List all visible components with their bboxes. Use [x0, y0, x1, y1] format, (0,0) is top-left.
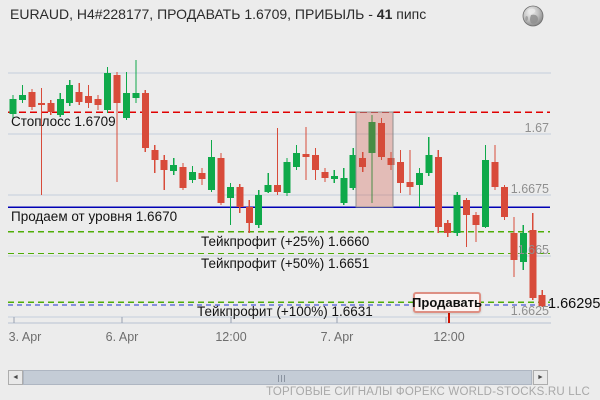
tp25-line-label: Тейкпрофит (+25%) 1.6660 — [201, 234, 370, 249]
scroll-left-arrow-icon: ◄ — [12, 374, 19, 381]
y-tick-1-67: 1.67 — [524, 121, 549, 135]
x-tick-7-apr: 7. Apr — [320, 330, 354, 344]
y-tick-1-6625: 1.6625 — [510, 304, 549, 318]
x-tick-3-apr: 3. Apr — [8, 330, 42, 344]
y-tick-1-665: 1.665 — [517, 243, 549, 257]
scroll-right-button[interactable]: ► — [533, 370, 548, 385]
x-tick-1200-b: 12:00 — [433, 330, 465, 344]
x-tick-1200-a: 12:00 — [215, 330, 247, 344]
tp100-line-label: Тейкпрофит (+100%) 1.6631 — [197, 304, 373, 319]
profit-value: 41 — [376, 6, 393, 22]
y-tick-1-6675: 1.6675 — [510, 182, 549, 196]
stoploss-line-label: Стоплосс 1.6709 — [11, 114, 116, 129]
x-tick-6-apr: 6. Apr — [105, 330, 139, 344]
globe-icon — [521, 4, 545, 28]
tp50-line-label: Тейкпрофит (+50%) 1.6651 — [201, 256, 370, 271]
horizontal-scrollbar[interactable]: ◄ ► — [8, 370, 548, 385]
footer-credit: ТОРГОВЫЕ СИГНАЛЫ ФОРЕКС WORLD-STOCKS.RU … — [266, 386, 590, 398]
chart-title-prefix: EURAUD, H4#228177, ПРОДАВАТЬ 1.6709, ПРИ… — [10, 6, 377, 22]
chart-title-suffix: пипс — [392, 6, 427, 22]
scrollbar-thumb[interactable] — [23, 370, 532, 385]
scrollbar-grip-icon — [278, 375, 285, 382]
scroll-right-arrow-icon: ► — [537, 374, 544, 381]
entry-line-label: Продаем от уровня 1.6670 — [11, 209, 178, 224]
sell-signal-button[interactable]: Продавать — [412, 292, 482, 313]
current-price-label: 1.66295 — [548, 296, 600, 312]
scroll-left-button[interactable]: ◄ — [8, 370, 23, 385]
chart-title: EURAUD, H4#228177, ПРОДАВАТЬ 1.6709, ПРИ… — [10, 6, 426, 22]
